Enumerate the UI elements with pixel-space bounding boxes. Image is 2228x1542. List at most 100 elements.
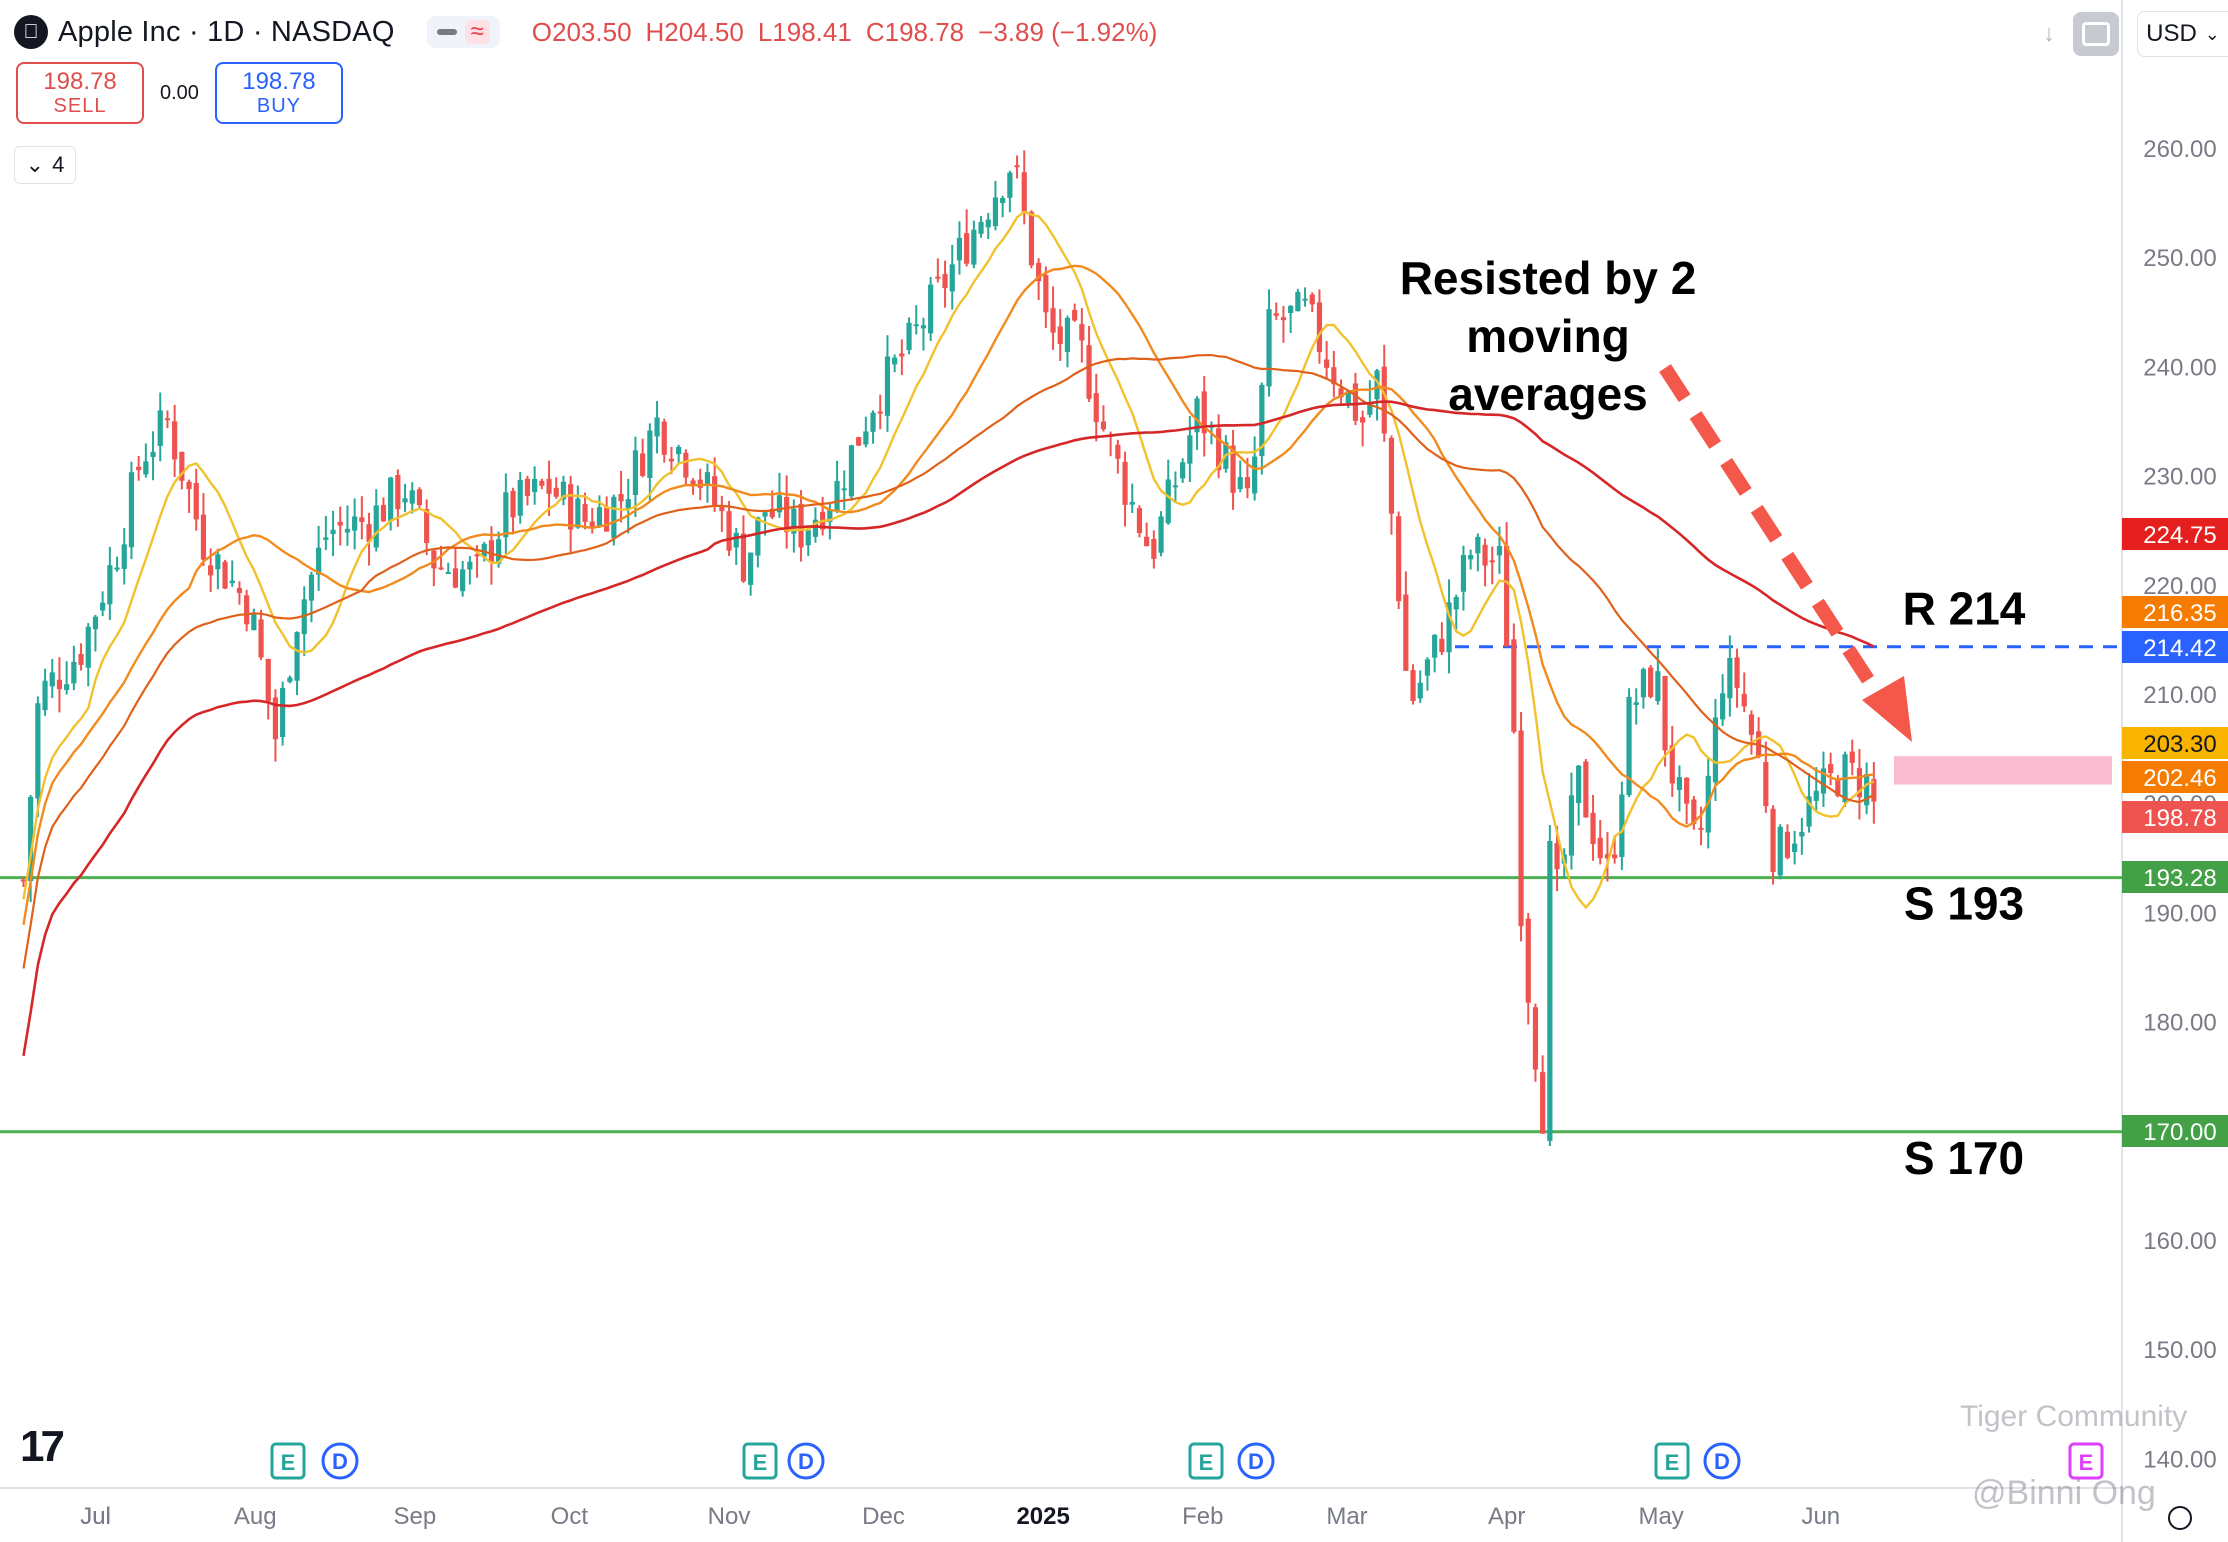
candle <box>1050 308 1056 333</box>
candle <box>1194 398 1200 433</box>
price-badge <box>2122 1115 2228 1147</box>
candle <box>1079 324 1085 341</box>
currency-select[interactable]: USD ⌄ <box>2137 11 2228 57</box>
symbol-title[interactable]: Apple Inc · 1D · NASDAQ <box>58 15 395 48</box>
x-tick-label: Sep <box>393 1503 436 1530</box>
gear-icon[interactable] <box>2168 1506 2192 1530</box>
candle <box>683 452 689 478</box>
candle <box>1021 172 1027 212</box>
ma100-line <box>22 353 1875 969</box>
earnings-marker[interactable] <box>270 1442 306 1480</box>
candle <box>1180 462 1186 479</box>
candle <box>1360 417 1366 423</box>
y-tick-label: 180.00 <box>2143 1010 2216 1037</box>
candle <box>985 219 991 228</box>
earnings-marker[interactable] <box>1654 1442 1690 1480</box>
candle <box>1043 275 1049 313</box>
x-tick-label: Jun <box>1801 1503 1840 1530</box>
candle <box>1201 391 1207 434</box>
candle <box>244 595 250 625</box>
candle <box>229 580 235 584</box>
dividend-marker[interactable] <box>321 1442 359 1480</box>
candle <box>1338 388 1344 398</box>
earnings-marker[interactable] <box>742 1442 778 1480</box>
candle <box>193 482 199 520</box>
candle <box>1576 765 1582 804</box>
indicator-collapse-button[interactable]: ⌄ 4 <box>14 146 76 184</box>
candle <box>35 703 41 799</box>
sell-button[interactable]: 198.78 SELL <box>16 62 144 124</box>
candle <box>856 437 862 446</box>
earnings-marker[interactable] <box>1188 1442 1224 1480</box>
candle <box>1410 670 1416 701</box>
candle <box>1633 702 1639 705</box>
candle <box>1676 777 1683 790</box>
candle <box>870 412 876 432</box>
candle <box>395 474 401 510</box>
price-badge-label: 170.00 <box>2143 1119 2216 1146</box>
indicator-pill[interactable]: ≈ <box>426 16 500 48</box>
candle <box>107 565 113 605</box>
fullscreen-icon[interactable] <box>2073 12 2119 56</box>
toolbar-right: ↓ USD ⌄ <box>2043 11 2228 57</box>
candle <box>42 680 48 711</box>
candle <box>920 325 927 329</box>
candle <box>64 684 70 691</box>
candle <box>359 517 365 522</box>
candle <box>1604 854 1611 859</box>
x-tick-label: 2025 <box>1016 1503 1069 1530</box>
dividend-marker[interactable] <box>1237 1442 1275 1480</box>
candle <box>1597 837 1603 859</box>
dividend-marker-label: D <box>1248 1449 1264 1474</box>
candle <box>1799 831 1805 837</box>
candle <box>589 521 595 529</box>
trade-panel: 198.78 SELL 0.00 198.78 BUY <box>16 62 343 124</box>
candle <box>532 478 538 493</box>
price-badge <box>2122 861 2228 893</box>
candle <box>294 632 300 681</box>
candle <box>784 497 790 533</box>
candle <box>1583 761 1589 818</box>
y-tick-label: 260.00 <box>2143 136 2216 163</box>
candle <box>776 495 783 513</box>
candle <box>1302 298 1308 301</box>
candle <box>1122 461 1128 505</box>
y-tick-label: 150.00 <box>2143 1337 2216 1364</box>
download-icon[interactable]: ↓ <box>2043 20 2055 47</box>
candle <box>474 554 480 557</box>
sell-label: SELL <box>53 95 107 117</box>
dividend-marker[interactable] <box>1703 1442 1741 1480</box>
candle <box>1000 197 1006 204</box>
candle <box>373 505 379 548</box>
candle <box>416 489 423 506</box>
y-tick-label: 160.00 <box>2143 1228 2216 1255</box>
candle <box>1460 554 1467 592</box>
candle <box>560 481 567 500</box>
candle <box>704 472 711 485</box>
apple-icon:  <box>14 15 48 49</box>
earnings-marker[interactable] <box>2068 1442 2104 1480</box>
candle <box>1216 428 1222 471</box>
candle <box>337 521 343 526</box>
candle <box>539 480 545 486</box>
spread-value: 0.00 <box>160 81 199 104</box>
candle <box>755 517 761 556</box>
candle <box>503 492 509 538</box>
buy-button[interactable]: 198.78 BUY <box>214 62 343 124</box>
earnings-marker-label: E <box>1665 1450 1680 1475</box>
x-tick-label: Mar <box>1326 1503 1367 1530</box>
candle <box>445 572 451 575</box>
dividend-marker[interactable] <box>787 1442 825 1480</box>
wave-icon: ≈ <box>464 20 490 44</box>
candle <box>676 446 682 455</box>
candle <box>424 509 430 543</box>
candle <box>1093 393 1099 423</box>
candle <box>1511 639 1517 732</box>
candle <box>1187 435 1193 464</box>
candle <box>1381 366 1387 434</box>
candle <box>1540 1072 1546 1134</box>
candle <box>863 431 869 445</box>
candle <box>942 274 948 289</box>
tradingview-logo[interactable]: 17 <box>20 1422 65 1471</box>
